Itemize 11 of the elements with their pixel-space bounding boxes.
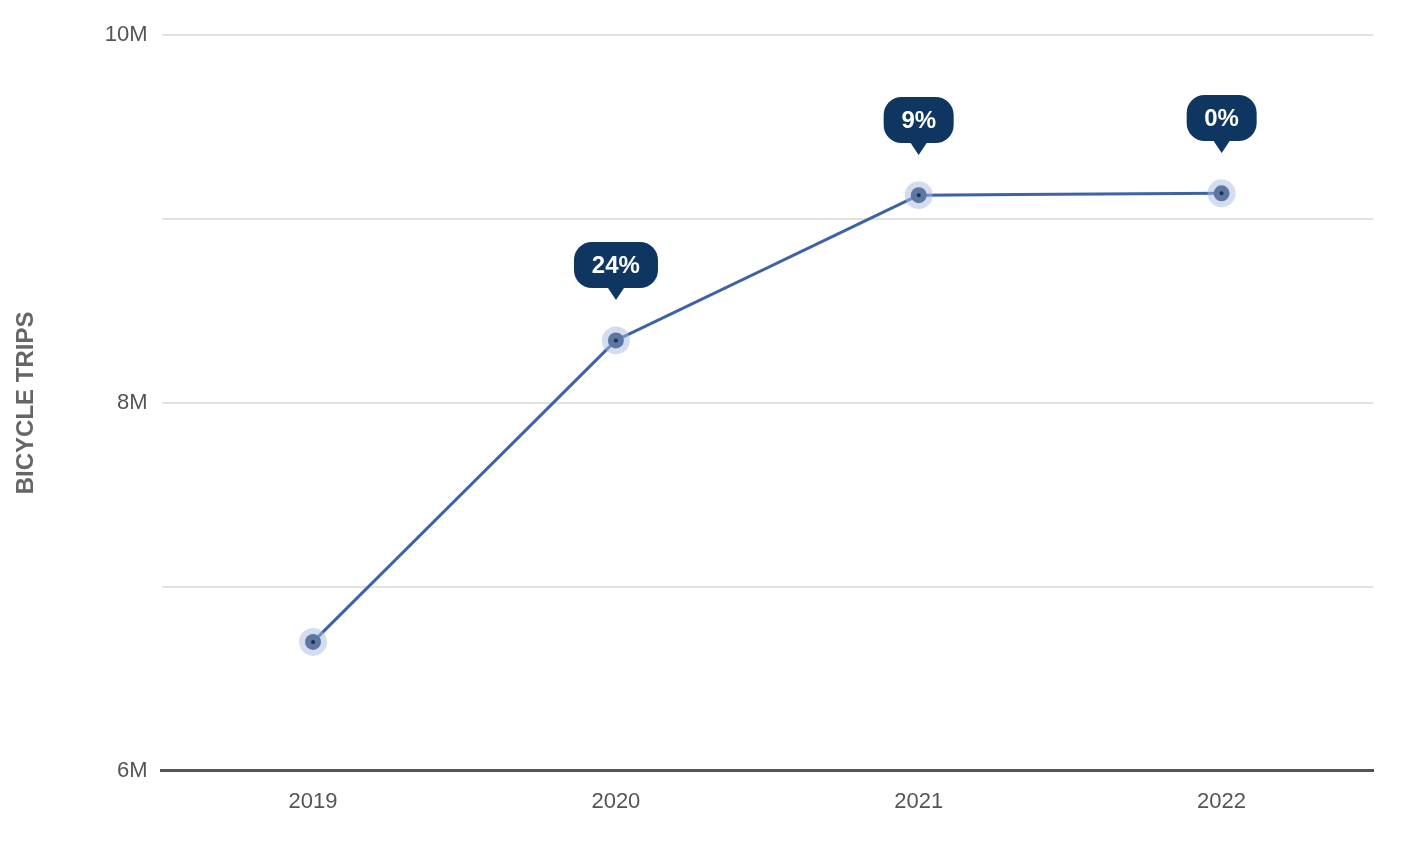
- annotation: 24%: [573, 242, 658, 289]
- y-tick-label: 6M: [117, 756, 148, 782]
- annotation: 9%: [883, 97, 955, 144]
- y-tick-label: 8M: [117, 388, 148, 414]
- x-tick-label: 2019: [288, 787, 338, 813]
- annotation: 0%: [1186, 95, 1257, 142]
- x-tick-label: 2020: [591, 787, 641, 813]
- x-tick-label: 2022: [1197, 787, 1247, 813]
- y-tick-label: 10M: [104, 21, 148, 47]
- y-axis-title: BICYCLE TRIPS: [11, 311, 39, 495]
- x-tick-label: 2021: [894, 787, 944, 813]
